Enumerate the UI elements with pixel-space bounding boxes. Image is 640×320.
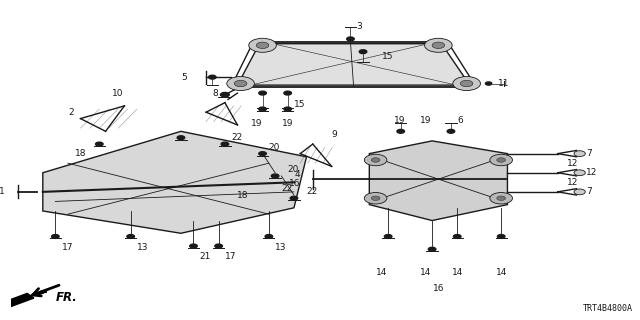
Text: 14: 14 <box>452 268 463 277</box>
Circle shape <box>209 75 216 79</box>
Text: 20: 20 <box>288 165 299 174</box>
Circle shape <box>234 80 247 87</box>
Circle shape <box>127 235 134 238</box>
Circle shape <box>486 82 492 85</box>
Polygon shape <box>237 44 470 85</box>
Text: 22: 22 <box>307 188 318 196</box>
Circle shape <box>177 136 185 140</box>
Circle shape <box>453 76 481 91</box>
Circle shape <box>397 129 404 133</box>
Circle shape <box>221 142 228 146</box>
Circle shape <box>371 158 380 162</box>
Text: 14: 14 <box>495 268 507 277</box>
Circle shape <box>428 247 436 251</box>
Circle shape <box>347 37 354 41</box>
Text: 21: 21 <box>200 252 211 261</box>
Text: 18: 18 <box>237 190 249 200</box>
Circle shape <box>454 235 461 238</box>
Text: 12: 12 <box>567 159 579 168</box>
Text: 20: 20 <box>269 143 280 152</box>
Circle shape <box>371 196 380 200</box>
Polygon shape <box>369 141 508 220</box>
Text: TRT4B4800A: TRT4B4800A <box>583 304 633 313</box>
Text: 17: 17 <box>225 252 236 261</box>
Text: 9: 9 <box>332 130 337 139</box>
Circle shape <box>271 174 279 178</box>
Text: 1: 1 <box>0 188 5 196</box>
Circle shape <box>424 38 452 52</box>
Circle shape <box>249 38 276 52</box>
Text: 8: 8 <box>212 89 218 98</box>
Text: 13: 13 <box>275 243 287 252</box>
Text: 19: 19 <box>394 116 406 125</box>
Polygon shape <box>27 291 47 297</box>
Text: 22: 22 <box>282 184 292 193</box>
Text: 3: 3 <box>356 22 362 31</box>
Text: 15: 15 <box>294 100 305 109</box>
Text: 19: 19 <box>282 119 293 128</box>
Circle shape <box>265 235 273 238</box>
Circle shape <box>284 91 291 95</box>
Circle shape <box>497 235 505 238</box>
Circle shape <box>259 91 266 95</box>
Text: 19: 19 <box>250 119 262 128</box>
Text: 6: 6 <box>457 116 463 125</box>
Text: 4: 4 <box>294 170 300 179</box>
Circle shape <box>574 151 586 156</box>
Circle shape <box>460 80 473 87</box>
Text: 12: 12 <box>567 178 579 187</box>
Text: 14: 14 <box>376 268 388 277</box>
Circle shape <box>447 129 454 133</box>
Circle shape <box>364 154 387 166</box>
Text: 17: 17 <box>61 243 73 252</box>
Circle shape <box>227 76 255 91</box>
Text: 22: 22 <box>231 133 243 142</box>
Circle shape <box>385 235 392 238</box>
Circle shape <box>497 158 506 162</box>
Circle shape <box>574 189 586 195</box>
FancyArrow shape <box>0 293 34 311</box>
Circle shape <box>52 235 59 238</box>
Circle shape <box>432 42 445 49</box>
Text: 10: 10 <box>112 89 124 98</box>
Text: 12: 12 <box>586 168 597 177</box>
Text: 13: 13 <box>137 243 148 252</box>
Circle shape <box>95 142 103 146</box>
Text: 15: 15 <box>382 52 394 61</box>
Text: 16: 16 <box>433 284 444 293</box>
Circle shape <box>221 92 229 97</box>
Text: 19: 19 <box>420 116 431 125</box>
Text: 16: 16 <box>289 179 300 188</box>
Text: FR.: FR. <box>56 291 77 304</box>
Text: 7: 7 <box>586 188 592 196</box>
Circle shape <box>259 107 266 111</box>
Circle shape <box>256 42 269 49</box>
Circle shape <box>284 107 291 111</box>
Text: 2: 2 <box>68 108 74 117</box>
Circle shape <box>215 244 222 248</box>
Circle shape <box>497 196 506 200</box>
Text: 11: 11 <box>498 79 509 88</box>
Text: 7: 7 <box>586 149 592 158</box>
Circle shape <box>490 193 513 204</box>
Text: 5: 5 <box>182 73 188 82</box>
Text: 14: 14 <box>420 268 431 277</box>
Circle shape <box>490 154 513 166</box>
Circle shape <box>359 50 367 53</box>
Circle shape <box>364 193 387 204</box>
Circle shape <box>189 244 197 248</box>
Circle shape <box>290 196 298 200</box>
Circle shape <box>259 152 266 156</box>
Text: 18: 18 <box>76 149 87 158</box>
Polygon shape <box>43 131 307 233</box>
Circle shape <box>574 170 586 176</box>
